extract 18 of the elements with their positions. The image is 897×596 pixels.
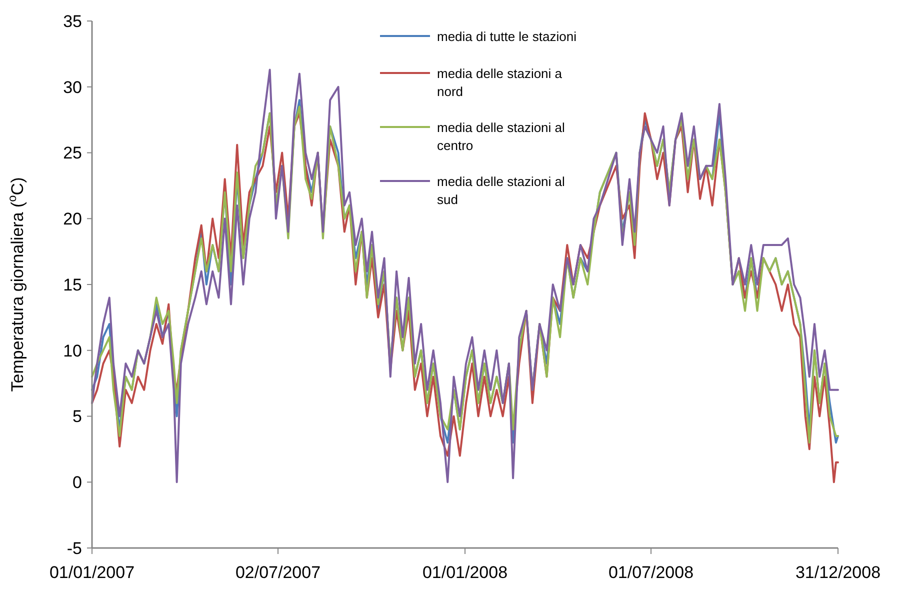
y-tick-label: 35 bbox=[63, 12, 82, 31]
x-tick-label: 01/01/2008 bbox=[422, 563, 508, 582]
y-tick-label: 10 bbox=[63, 341, 82, 360]
y-tick-label: 20 bbox=[63, 210, 82, 229]
legend-label: media delle stazioni al sud bbox=[437, 174, 566, 207]
x-tick-label: 01/01/2007 bbox=[49, 563, 135, 582]
y-tick-label: 25 bbox=[63, 144, 82, 163]
x-tick-label: 02/07/2007 bbox=[235, 563, 321, 582]
legend-label: media di tutte le stazioni bbox=[437, 29, 577, 44]
x-tick-label: 01/07/2008 bbox=[608, 563, 694, 582]
y-tick-label: 30 bbox=[63, 78, 82, 97]
legend-label: media delle stazioni a nord bbox=[437, 66, 563, 99]
x-tick-label: 31/12/2008 bbox=[795, 563, 881, 582]
y-tick-label: 5 bbox=[72, 407, 82, 426]
y-tick-label: 15 bbox=[63, 275, 82, 294]
y-tick-label: -5 bbox=[66, 538, 82, 558]
y-tick-label: 0 bbox=[72, 473, 82, 492]
legend-label: media delle stazioni al centro bbox=[437, 120, 566, 153]
